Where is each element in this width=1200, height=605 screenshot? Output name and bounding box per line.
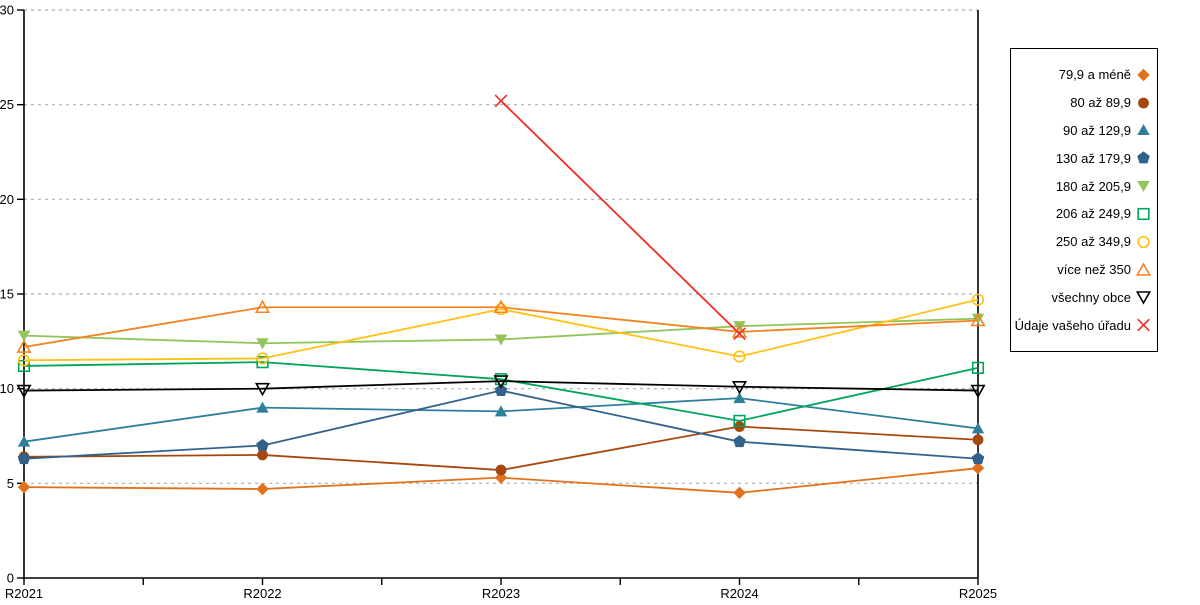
circle-icon [1135, 95, 1152, 111]
legend-label: 80 až 89,9 [1070, 95, 1131, 111]
legend-item: 206 až 249,9 [1014, 206, 1152, 222]
data-point [256, 352, 269, 365]
legend-item: více než 350 [1014, 261, 1152, 278]
legend-item: 90 až 129,9 [1014, 122, 1152, 138]
data-point [493, 299, 509, 314]
legend-label: více než 350 [1057, 262, 1131, 277]
legend-label: Údaje vašeho úřadu [1014, 317, 1131, 333]
data-point [733, 327, 746, 341]
legend-label: 90 až 129,9 [1063, 122, 1131, 138]
data-point [17, 435, 31, 447]
data-point [970, 384, 986, 399]
legend-item: 250 až 349,9 [1014, 234, 1152, 250]
data-point [494, 94, 508, 108]
triangle-up-outline-icon [1135, 261, 1152, 278]
x-icon [1135, 317, 1152, 333]
legend-label: 206 až 249,9 [1055, 206, 1131, 222]
data-point [17, 359, 31, 373]
data-point [256, 438, 269, 451]
data-point [971, 293, 985, 306]
series-2 [17, 392, 985, 447]
data-point [494, 383, 508, 396]
x-tick-label: R2021 [5, 586, 43, 600]
x-tick-label: R2025 [959, 586, 997, 600]
data-point [17, 480, 31, 494]
x-tick-label: R2023 [482, 586, 520, 600]
x-tick-label: R2024 [720, 586, 758, 600]
triangle-up-icon [1135, 122, 1152, 138]
data-point [971, 452, 985, 465]
y-tick-label: 25 [0, 97, 14, 112]
legend-item: 79,9 a méně [1014, 67, 1152, 83]
legend-label: 79,9 a méně [1058, 67, 1131, 83]
series-8 [16, 375, 986, 399]
y-tick-label: 20 [0, 192, 14, 207]
y-tick-label: 5 [7, 476, 14, 491]
data-point [17, 452, 31, 465]
legend-item: 80 až 89,9 [1014, 95, 1152, 111]
legend-item: všechny obce [1014, 289, 1152, 305]
data-point [970, 312, 986, 327]
data-point [494, 334, 508, 346]
y-tick-label: 0 [7, 571, 14, 586]
y-tick-label: 10 [0, 381, 14, 396]
data-point [256, 482, 269, 496]
legend-label: 250 až 349,9 [1055, 234, 1131, 250]
series-6 [17, 293, 985, 367]
data-point [17, 330, 31, 342]
data-point [254, 382, 271, 397]
legend-label: všechny obce [1051, 289, 1132, 305]
data-point [494, 471, 508, 484]
data-point [16, 339, 32, 353]
triangle-down-icon [1135, 178, 1152, 194]
legend-label: 130 až 179,9 [1055, 150, 1131, 166]
data-point [256, 401, 269, 413]
data-point [971, 422, 985, 434]
series-3 [17, 383, 985, 465]
triangle-down-outline-icon [1135, 289, 1152, 305]
chart-legend: 79,9 a méně 80 až 89,9 90 až 129,9 130 a… [1010, 48, 1158, 352]
legend-item: Údaje vašeho úřadu [1014, 317, 1152, 333]
data-point [972, 434, 984, 446]
data-point [733, 486, 746, 499]
data-point [971, 313, 985, 325]
data-point [256, 338, 269, 350]
pentagon-icon [1135, 150, 1152, 166]
data-point [256, 356, 269, 369]
data-point [16, 384, 32, 399]
y-tick-label: 30 [0, 3, 14, 18]
x-tick-label: R2022 [243, 586, 281, 600]
data-point [493, 375, 509, 389]
data-point [733, 435, 746, 448]
data-point [494, 405, 508, 417]
data-point [731, 380, 748, 395]
series-4 [17, 313, 985, 350]
data-point [495, 464, 507, 476]
legend-item: 180 až 205,9 [1014, 178, 1152, 194]
series-5 [17, 356, 985, 427]
square-outline-icon [1135, 206, 1152, 222]
data-point [733, 350, 746, 363]
diamond-icon [1135, 67, 1152, 83]
data-point [254, 299, 271, 314]
legend-item: 130 až 179,9 [1014, 150, 1152, 166]
series-1 [18, 421, 984, 476]
data-point [971, 461, 985, 475]
series-9 [494, 94, 746, 341]
axes: 0 5 10 15 20 25 30 R2021 R2022 R2023 R2024 R2025 [0, 3, 997, 602]
data-point [971, 361, 985, 374]
series-0 [17, 461, 985, 499]
legend-label: 180 až 205,9 [1055, 178, 1131, 194]
y-tick-label: 15 [0, 287, 14, 302]
data-point [17, 354, 31, 367]
data-point [257, 449, 268, 461]
data-point [733, 392, 746, 404]
data-point [733, 414, 746, 427]
circle-outline-icon [1135, 234, 1152, 250]
